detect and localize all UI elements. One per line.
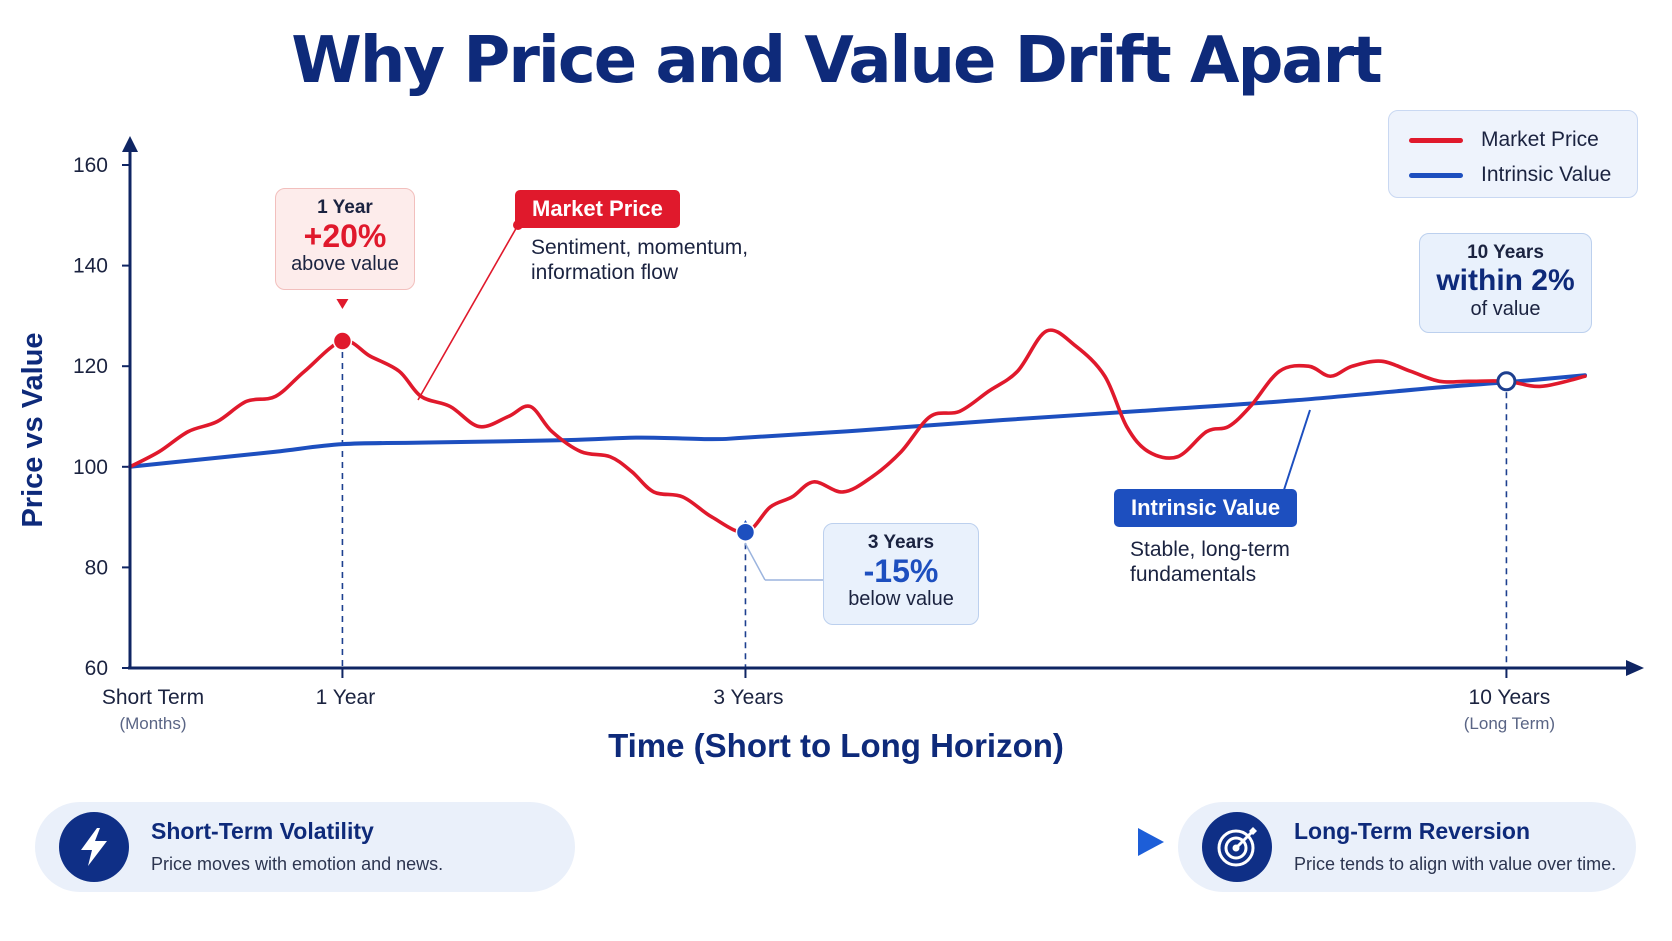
callout-3y-leader	[744, 542, 766, 581]
footer-short-term-card: Short-Term Volatility Price moves with e…	[35, 802, 575, 892]
callout-10-years-value: within 2%	[1436, 264, 1575, 297]
callout-3-years-label: 3 Years	[867, 532, 935, 553]
trough-marker	[735, 522, 756, 542]
footer-long-term-title: Long-Term Reversion	[1294, 818, 1530, 844]
callout-3-years: 3 Years -15% below value	[823, 523, 979, 625]
legend-item-intrinsic-value: Intrinsic Value	[1409, 160, 1611, 190]
intrinsic-value-tag: Intrinsic Value	[1114, 489, 1298, 527]
y-axis-arrow	[122, 136, 138, 152]
footer-short-term-desc: Price moves with emotion and news.	[151, 854, 444, 874]
x-tick-label: 3 Years	[713, 686, 783, 709]
intrinsic-value-line	[128, 373, 1587, 469]
legend: Market Price Intrinsic Value	[1388, 110, 1638, 198]
y-tick-label: 80	[85, 556, 108, 579]
x-tick-label: 1 Year	[316, 686, 376, 709]
legend-label-market-price: Market Price	[1481, 128, 1599, 151]
y-tick-label: 120	[73, 355, 108, 378]
market-price-line	[128, 328, 1587, 535]
callout-10-years-label: 10 Years	[1467, 242, 1544, 263]
y-tick-label: 140	[73, 255, 108, 278]
footer-long-term-card: Long-Term Reversion Price tends to align…	[1178, 802, 1636, 892]
y-tick-label: 100	[73, 456, 108, 479]
price-tag-leader	[417, 224, 519, 401]
peak-marker	[332, 331, 353, 351]
callout-10-years-text: of value	[1470, 298, 1541, 320]
y-tick-label: 160	[73, 154, 108, 177]
value-tag-leader	[1281, 409, 1311, 497]
market-price-note-line2: information flow	[531, 261, 679, 284]
intrinsic-value-note-line1: Stable, long-term	[1130, 538, 1290, 561]
market-price-note-line1: Sentiment, momentum,	[531, 236, 749, 259]
y-axis-label: Price vs Value	[17, 332, 49, 527]
target-icon	[1202, 812, 1272, 882]
callout-1-year: 1 Year +20% above value	[275, 188, 415, 290]
legend-swatch-blue	[1409, 172, 1463, 178]
market-price-note: Sentiment, momentum, information flow	[531, 235, 748, 285]
legend-label-intrinsic-value: Intrinsic Value	[1481, 163, 1612, 186]
callout-3-years-text: below value	[848, 588, 954, 610]
lightning-bolt-icon	[59, 812, 129, 882]
legend-item-market-price: Market Price	[1409, 125, 1599, 155]
x-axis-label: Time (Short to Long Horizon)	[608, 727, 1064, 764]
intrinsic-value-note: Stable, long-term fundamentals	[1130, 537, 1290, 587]
footer-long-term-desc: Price tends to align with value over tim…	[1294, 854, 1617, 874]
market-price-tag: Market Price	[515, 190, 680, 228]
callout-pointer	[336, 299, 349, 309]
legend-swatch-red	[1409, 137, 1463, 143]
callout-10-years: 10 Years within 2% of value	[1419, 233, 1592, 333]
x-tick-sublabel: (Months)	[119, 714, 186, 733]
x-tick-label: Short Term	[102, 686, 204, 709]
x-axis-arrow	[1626, 660, 1644, 676]
callout-1-year-label: 1 Year	[317, 197, 373, 218]
footer-short-term-title: Short-Term Volatility	[151, 818, 374, 844]
callout-1-year-value: +20%	[303, 218, 387, 254]
x-tick-label: 10 Years	[1469, 686, 1551, 709]
callout-1-year-text: above value	[291, 253, 399, 275]
intrinsic-value-note-line2: fundamentals	[1130, 563, 1257, 586]
convergence-marker	[1496, 371, 1517, 392]
footer-arrow-head	[1138, 828, 1164, 856]
x-tick-sublabel: (Long Term)	[1464, 714, 1555, 733]
chart-title: Why Price and Value Drift Apart	[291, 24, 1382, 98]
callout-3-years-value: -15%	[863, 553, 939, 589]
y-tick-label: 60	[85, 657, 108, 680]
